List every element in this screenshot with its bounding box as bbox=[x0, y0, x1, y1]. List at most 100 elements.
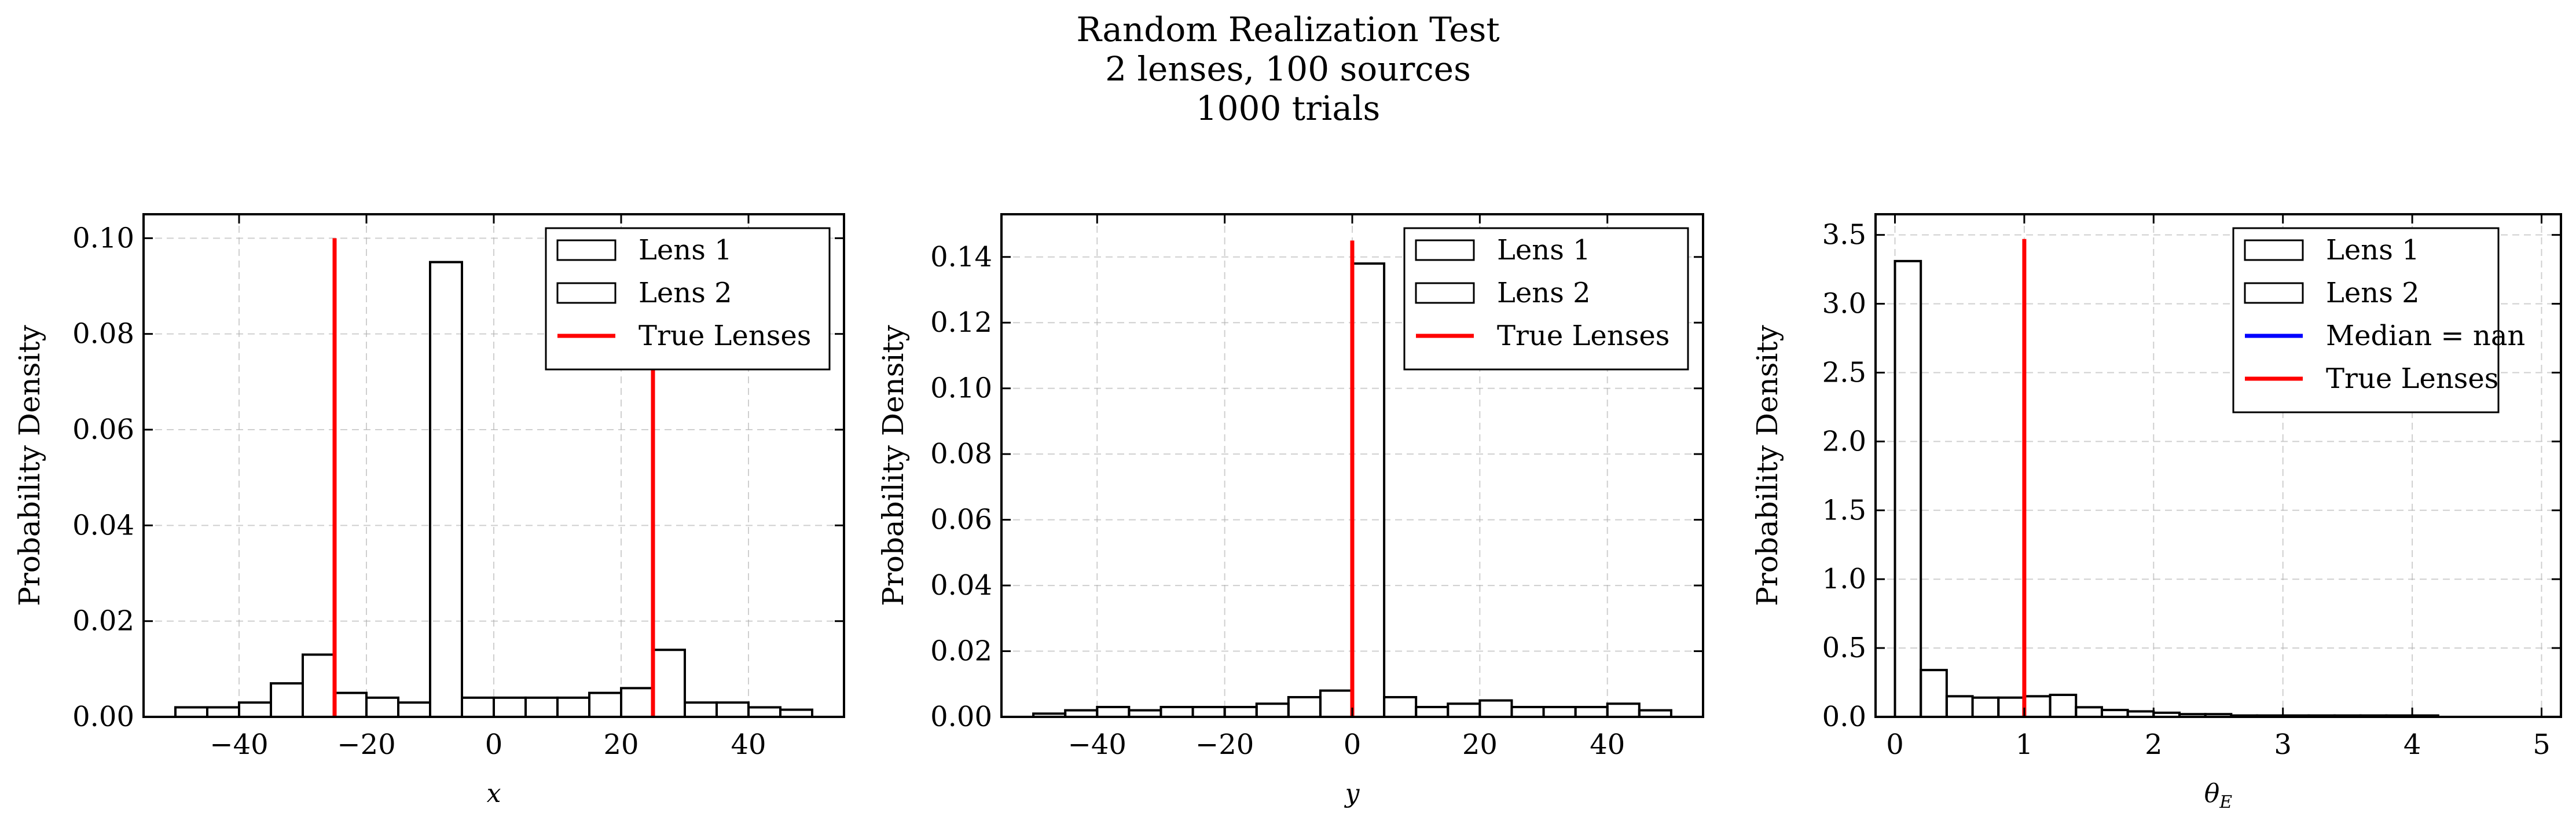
panel-3-ytick-label-1: 0.5 bbox=[1822, 632, 1866, 664]
panel-1: −40 −20 0 20 40 0.00 0.02 0.04 0.06 0.08 0.10 Proba… bbox=[13, 213, 845, 808]
panel-3: 0 1 2 3 4 5 0.0 0.5 1.0 1.5 2.0 2.5 3.0 3.5 Probabilit… bbox=[1751, 213, 2562, 812]
panel-2-legend-swatch-0 bbox=[1415, 239, 1475, 261]
panel-2-ytick-label-2: 0.04 bbox=[930, 569, 992, 602]
panel-2-ylabel: Probability Density bbox=[876, 324, 910, 606]
panel-2-hist-bar-14 bbox=[1478, 699, 1513, 717]
panel-1-hist-bar-14 bbox=[620, 687, 654, 717]
panel-3-legend-label-3: True Lenses bbox=[2326, 362, 2498, 395]
panel-3-ytick-label-2: 1.0 bbox=[1822, 563, 1866, 595]
panel-3-legend: Lens 1 Lens 2 Median = nan True Lenses bbox=[2232, 227, 2525, 413]
panel-2-hist-bar-8 bbox=[1287, 695, 1322, 717]
panel-3-legend-box bbox=[2232, 227, 2500, 413]
panel-1-xlabel: x bbox=[487, 779, 501, 808]
panel-1-ytick-label-3: 0.06 bbox=[72, 413, 134, 446]
panel-3-hist-bar-7 bbox=[2075, 706, 2103, 717]
panel-1-ytick-label-5: 0.10 bbox=[72, 222, 134, 254]
panel-2-hist-bar-7 bbox=[1255, 702, 1290, 717]
panel-1-hist-bar-3 bbox=[270, 682, 304, 717]
panel-1-xtick-label-1: −20 bbox=[337, 728, 395, 761]
panel-1-ytick-label-0: 0.00 bbox=[72, 701, 134, 733]
panel-2-legend-box bbox=[1403, 227, 1689, 371]
panel-2-xlabel: y bbox=[1344, 779, 1360, 808]
panel-1-hist-bar-2 bbox=[238, 701, 272, 717]
figure-suptitle-line3: 1000 trials bbox=[1195, 89, 1381, 128]
panel-3-hist-bar-3 bbox=[1971, 696, 2000, 717]
panel-2: −40 −20 0 20 40 0.00 0.02 0.04 0.06 0.08 0.10 0.12 0… bbox=[876, 213, 1704, 808]
panel-2-legend-label-2: True Lenses bbox=[1497, 320, 1669, 352]
panel-1-hist-bar-11 bbox=[524, 696, 559, 717]
panel-3-ytick-label-5: 2.5 bbox=[1822, 356, 1866, 389]
panel-2-hist-bar-13 bbox=[1447, 702, 1481, 717]
panel-1-hist-bar-18 bbox=[747, 706, 781, 717]
panel-2-xtick-label-3: 20 bbox=[1462, 728, 1498, 761]
panel-2-hist-bar-10 bbox=[1351, 262, 1386, 717]
panel-2-hist-bar-9 bbox=[1319, 689, 1353, 717]
panel-1-ytick-label-1: 0.02 bbox=[72, 605, 134, 638]
panel-1-xtick-label-3: 20 bbox=[603, 728, 639, 761]
panel-1-hist-bar-13 bbox=[588, 691, 622, 717]
panel-2-hist-bar-17 bbox=[1574, 705, 1609, 717]
panel-2-hist-bar-15 bbox=[1510, 705, 1545, 717]
panel-1-hist-bar-5 bbox=[333, 691, 368, 717]
panel-3-hist-bar-5 bbox=[2023, 695, 2052, 717]
panel-1-hist-bar-17 bbox=[715, 701, 750, 717]
panel-3-xtick-label-3: 3 bbox=[2274, 728, 2292, 761]
panel-2-ytick-label-4: 0.08 bbox=[930, 438, 992, 470]
panel-1-hist-bar-1 bbox=[206, 706, 240, 717]
panel-2-xtick-label-1: −20 bbox=[1195, 728, 1254, 761]
panel-2-ytick-label-3: 0.06 bbox=[930, 504, 992, 536]
panel-2-legend-label-0: Lens 1 bbox=[1497, 234, 1591, 266]
panel-3-xtick-label-4: 4 bbox=[2403, 728, 2421, 761]
panel-3-ytick-label-7: 3.5 bbox=[1822, 219, 1866, 251]
panel-3-ytick-label-0: 0.0 bbox=[1822, 701, 1866, 733]
panel-2-legend-swatch-1 bbox=[1415, 282, 1475, 304]
panel-1-ylabel: Probability Density bbox=[13, 324, 46, 606]
panel-2-ytick-label-5: 0.10 bbox=[930, 372, 992, 405]
panel-2-legend: Lens 1 Lens 2 True Lenses bbox=[1403, 227, 1689, 371]
panel-3-xtick-label-0: 0 bbox=[1886, 728, 1904, 761]
panel-1-legend-box bbox=[545, 227, 831, 371]
panel-1-xtick-label-0: −40 bbox=[210, 728, 268, 761]
panel-2-hist-bar-5 bbox=[1191, 705, 1226, 717]
panel-2-xtick-label-2: 0 bbox=[1344, 728, 1362, 761]
panel-3-ytick-label-3: 1.5 bbox=[1822, 494, 1866, 526]
panel-1-hist-bar-8 bbox=[429, 261, 463, 717]
panel-1-hist-bar-7 bbox=[397, 701, 431, 717]
panel-2-legend-label-1: Lens 2 bbox=[1497, 277, 1591, 309]
panel-3-xtick-label-1: 1 bbox=[2016, 728, 2034, 761]
panel-1-xtick-label-2: 0 bbox=[485, 728, 503, 761]
panel-1-legend-label-1: Lens 2 bbox=[639, 277, 732, 309]
panel-2-ytick-label-7: 0.14 bbox=[930, 241, 992, 273]
panel-1-histogram bbox=[174, 261, 813, 717]
panel-3-ylabel: Probability Density bbox=[1751, 324, 1784, 606]
panel-2-hist-bar-2 bbox=[1096, 705, 1131, 717]
panel-1-xtick-label-4: 40 bbox=[731, 728, 766, 761]
panel-3-xlabel: θE bbox=[2204, 779, 2233, 812]
panel-3-hist-bar-2 bbox=[1945, 695, 1974, 717]
panel-1-hist-bar-15 bbox=[652, 649, 686, 717]
panel-3-axes-frame bbox=[1874, 213, 2562, 718]
panel-3-hist-bar-0 bbox=[1894, 259, 1922, 717]
panel-2-ytick-label-1: 0.02 bbox=[930, 635, 992, 668]
panel-1-legend-swatch-0 bbox=[556, 239, 617, 261]
panel-3-legend-swatch-0 bbox=[2244, 239, 2304, 261]
panel-2-hist-bar-16 bbox=[1542, 705, 1577, 717]
panel-2-hist-bar-12 bbox=[1415, 705, 1450, 717]
panel-3-legend-label-2: Median = nan bbox=[2326, 320, 2525, 352]
panel-3-ytick-label-4: 2.0 bbox=[1822, 425, 1866, 457]
panel-3-ytick-label-6: 3.0 bbox=[1822, 288, 1866, 320]
panel-3-legend-swatch-1 bbox=[2244, 282, 2304, 304]
panel-3-xtick-label-2: 2 bbox=[2145, 728, 2163, 761]
panel-2-ytick-label-6: 0.12 bbox=[930, 306, 992, 339]
figure-suptitle-line1: Random Realization Test bbox=[1076, 10, 1500, 49]
panel-3-xtick-label-5: 5 bbox=[2533, 728, 2551, 761]
panel-2-xtick-label-0: −40 bbox=[1068, 728, 1126, 761]
panel-1-legend-label-2: True Lenses bbox=[639, 320, 811, 352]
panel-2-hist-bar-4 bbox=[1159, 705, 1194, 717]
panel-1-legend-swatch-1 bbox=[556, 282, 617, 304]
panel-1-hist-bar-19 bbox=[779, 708, 813, 717]
panel-1-hist-bar-4 bbox=[302, 653, 336, 717]
panel-1-hist-bar-16 bbox=[684, 701, 718, 717]
panel-3-legend-label-1: Lens 2 bbox=[2326, 277, 2420, 309]
panel-2-ytick-label-0: 0.00 bbox=[930, 701, 992, 733]
